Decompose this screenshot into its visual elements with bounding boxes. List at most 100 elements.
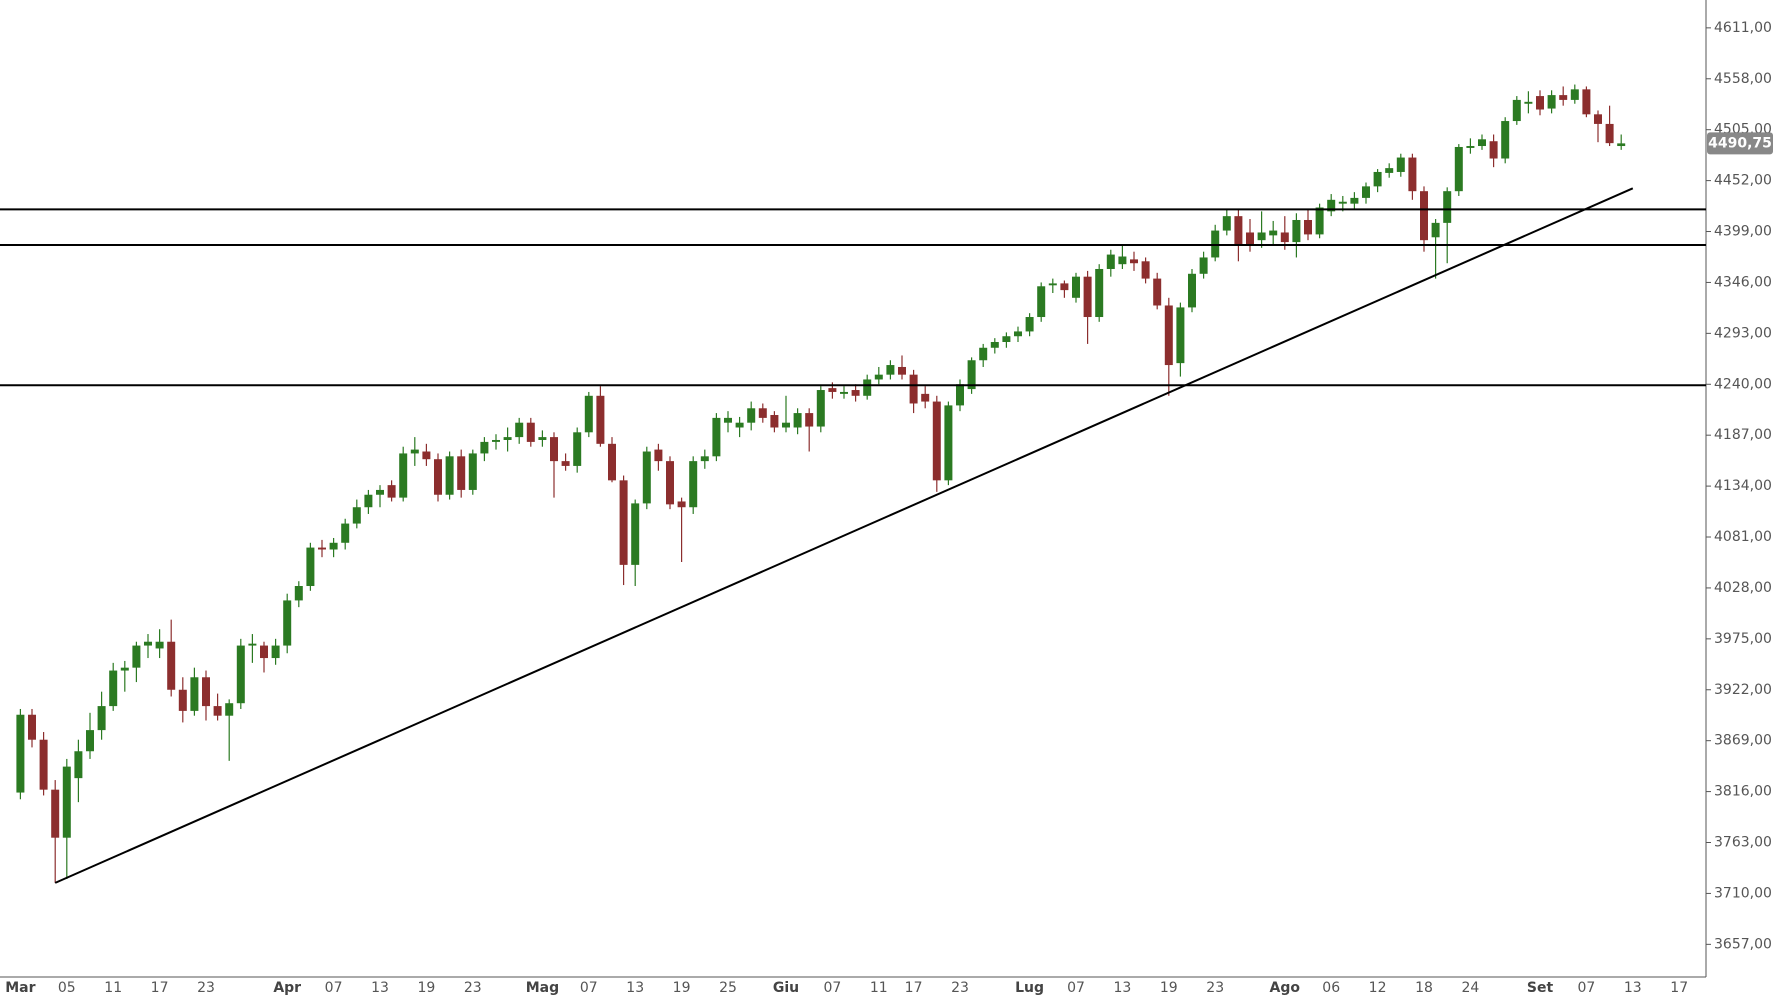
candle-body [399, 453, 408, 498]
x-tick-label: 19 [673, 980, 691, 996]
x-tick-label: Apr [273, 980, 301, 996]
candle-body [805, 413, 814, 427]
candle-body [700, 456, 709, 462]
candle-body [828, 388, 837, 392]
x-tick-label: Giu [773, 980, 799, 996]
candle-body [155, 641, 164, 649]
candle-body [167, 641, 176, 690]
candle-body [956, 384, 964, 406]
candle-body [294, 586, 303, 601]
candle-body [190, 677, 199, 711]
candle-body [1315, 207, 1324, 235]
candle-body [1141, 261, 1150, 279]
candle-body [1037, 286, 1046, 318]
trendline [54, 187, 1634, 884]
candle-body [979, 347, 988, 361]
candle-body [921, 393, 930, 402]
candle-body [642, 451, 651, 504]
candle-body [283, 600, 292, 646]
candle-body [1396, 157, 1405, 172]
candle-body [608, 443, 616, 481]
candle-body [1153, 278, 1162, 306]
x-tick-label: 23 [464, 980, 482, 996]
candle-body [840, 391, 848, 394]
candle-body [39, 739, 48, 790]
candle-body [631, 503, 640, 565]
candle-body [213, 706, 222, 716]
candle-body [1338, 201, 1347, 204]
candle-body [1130, 259, 1138, 264]
candle-body [260, 645, 268, 659]
candle-body [1176, 307, 1185, 364]
y-tick-label: 4558,00 [1714, 71, 1772, 87]
candle-body [561, 461, 570, 466]
candle-body [341, 523, 350, 543]
candle-body [1199, 257, 1208, 274]
candle-body [1536, 96, 1544, 110]
x-tick-label: 25 [719, 980, 737, 996]
candle-body [1072, 276, 1080, 298]
candle-body [318, 547, 326, 550]
candle-body [1014, 331, 1022, 337]
candle-body [1350, 197, 1359, 204]
y-tick-label: 3657,00 [1714, 936, 1772, 952]
candle-body [1512, 99, 1521, 122]
candle-body [735, 422, 744, 428]
candle-body [109, 670, 118, 707]
candle-body [28, 714, 36, 740]
x-tick-label: 13 [371, 980, 389, 996]
candle-body [132, 645, 141, 668]
candle-body [329, 542, 338, 550]
x-tick-label: 11 [870, 980, 888, 996]
candle-body [747, 408, 756, 423]
candle-body [1385, 168, 1394, 173]
candle-body [376, 489, 384, 495]
candle-body [1246, 232, 1254, 246]
candle-body [1222, 216, 1231, 231]
candle-body [1524, 101, 1533, 104]
candle-body [225, 703, 234, 716]
candle-body [782, 422, 790, 428]
y-tick-label: 4346,00 [1714, 274, 1772, 290]
candle-body [1420, 191, 1428, 241]
candle-body [1234, 216, 1243, 245]
y-tick-label: 4240,00 [1714, 376, 1772, 392]
x-tick-label: Mag [526, 980, 559, 996]
candle-body [434, 459, 442, 495]
candle-body [712, 417, 721, 457]
candle-body [364, 494, 373, 508]
candle-body [1582, 89, 1591, 115]
y-tick-label: 4028,00 [1714, 580, 1772, 596]
candle-body [1002, 336, 1011, 342]
candle-body [1257, 232, 1266, 241]
candle-body [932, 401, 941, 481]
y-tick-label: 4134,00 [1714, 478, 1772, 494]
candle-body [62, 766, 71, 838]
candle-body [1083, 276, 1092, 318]
x-tick-label: 06 [1322, 980, 1340, 996]
candle-body [1362, 186, 1370, 198]
candle-body [526, 422, 535, 442]
y-tick-label: 4081,00 [1714, 529, 1772, 545]
x-tick-label: 17 [1670, 980, 1688, 996]
candle-body [468, 453, 477, 490]
x-tick-label: 13 [1113, 980, 1131, 996]
candle-body [1292, 219, 1301, 243]
x-tick-label: 07 [823, 980, 841, 996]
candle-body [480, 441, 489, 454]
candle-body [1327, 199, 1336, 212]
candle-body [422, 451, 431, 460]
candle-body [584, 395, 593, 433]
candle-body [990, 341, 999, 348]
candle-body [97, 706, 106, 731]
candle-body [1048, 283, 1057, 286]
candle-body [1617, 143, 1626, 147]
candle-body [1304, 219, 1312, 235]
y-tick-label: 3816,00 [1714, 784, 1772, 800]
candle-body [654, 449, 663, 462]
x-tick-label: 13 [1624, 980, 1642, 996]
candle-body [1559, 95, 1568, 100]
x-tick-label: 17 [151, 980, 169, 996]
candle-body [550, 437, 558, 462]
candle-body [758, 408, 767, 418]
